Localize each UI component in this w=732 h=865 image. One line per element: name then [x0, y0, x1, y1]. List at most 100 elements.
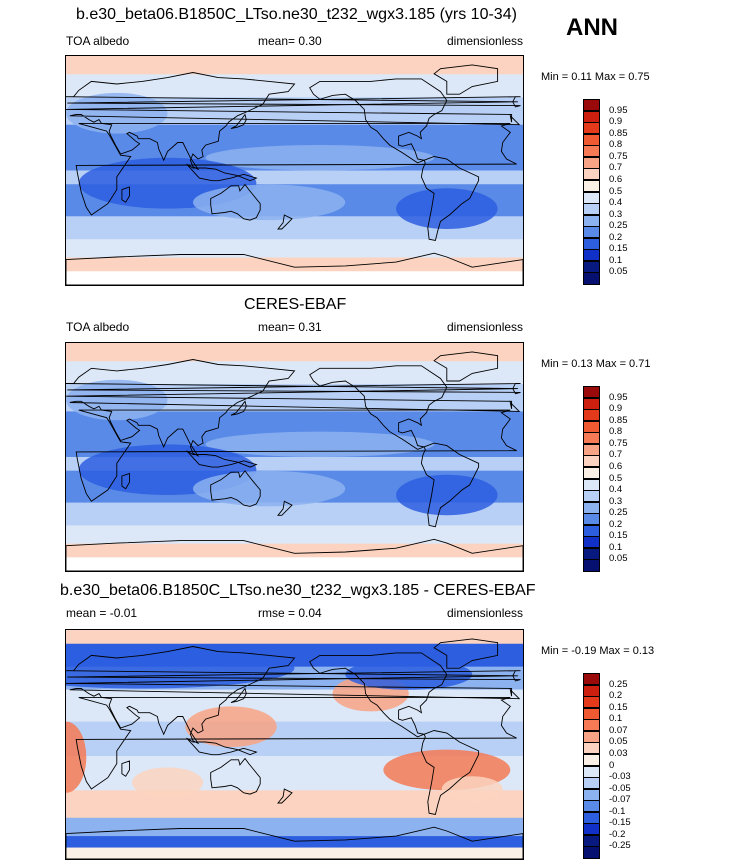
panel1-colorbar-swatch: [583, 237, 600, 250]
panel2-colorbar-tick-label: 0.9: [609, 403, 623, 415]
coastline: [121, 186, 130, 203]
panel1-title: b.e30_beta06.B1850C_LTso.ne30_t232_wgx3.…: [76, 6, 517, 23]
panel2-colorbar-swatch: [583, 559, 600, 572]
field-band: [66, 257, 523, 272]
panel1-colorbar-tick-label: 0.5: [609, 185, 623, 197]
field-band: [66, 543, 523, 558]
coastline: [277, 500, 293, 516]
panel3-colorbar-tick-label: 0.05: [609, 736, 628, 748]
panel2-colorbar-swatch: [583, 547, 600, 560]
panel1-colorbar-swatch: [583, 226, 600, 239]
panel3-colorbar-swatch: [583, 673, 600, 686]
panel1-colorbar-tick-label: 0.9: [609, 116, 623, 128]
panel3-colorbar-tick-label: -0.25: [609, 840, 631, 852]
panel1-colorbar-swatch: [583, 249, 600, 262]
coastline: [67, 96, 521, 108]
panel2-colorbar-tick-label: 0.8: [609, 426, 623, 438]
coastline: [230, 687, 247, 703]
panel1-colorbar-swatch: [583, 168, 600, 181]
panel3-colorbar-swatch: [583, 742, 600, 755]
panel2-colorbar-tick-label: 0.7: [609, 449, 623, 461]
panel1-colorbar-tick-label: 0.4: [609, 197, 623, 209]
field-band: [66, 502, 523, 526]
panel2-colorbar-swatch: [583, 420, 600, 433]
field-feature: [66, 379, 168, 421]
panel1-min-max: Min = 0.11 Max = 0.75: [541, 71, 650, 83]
field-feature: [446, 411, 523, 452]
panel3-colorbar-tick-label: 0.1: [609, 713, 623, 725]
panel2-map-svg: [66, 343, 523, 571]
panel1-colorbar-tick-label: 0.6: [609, 173, 623, 185]
panel2-colorbar-swatch: [583, 432, 600, 445]
panel2-colorbar-tick-label: 0.5: [609, 472, 623, 484]
season-label: ANN: [566, 14, 618, 41]
panel3-map-svg: [66, 630, 523, 859]
panel2-colorbar-swatch: [583, 524, 600, 537]
field-band: [66, 557, 523, 571]
panel3-colorbar-tick-label: 0.03: [609, 747, 628, 759]
coastline: [433, 638, 499, 669]
coastline: [210, 757, 261, 795]
coastline: [66, 538, 523, 571]
coastline: [121, 472, 130, 490]
panel3-min-max: Min = -0.19 Max = 0.13: [541, 645, 655, 657]
panel3-colorbar-swatch: [583, 684, 600, 697]
panel3-colorbar-tick-label: 0.15: [609, 701, 628, 713]
coastline: [121, 760, 130, 777]
panel1-colorbar: 0.95 0.9 0.85 0.8 0.75 0.7 0.6 0.5 0.4 0.3 0.25 0.2…: [583, 99, 643, 285]
panel3-units-label: dimensionless: [447, 606, 524, 620]
field-feature: [66, 92, 168, 134]
coastline: [420, 442, 480, 528]
panel2-colorbar-tick-label: 0.15: [609, 530, 628, 542]
field-band: [66, 689, 523, 723]
coastline: [230, 113, 247, 129]
coastline: [420, 730, 480, 816]
panel1-colorbar-tick-label: 0.95: [609, 104, 628, 116]
panel2-colorbar-tick-label: 0.75: [609, 437, 628, 449]
panel3-colorbar-swatch: [583, 788, 600, 801]
field-feature: [192, 184, 346, 221]
panel2-colorbar: 0.95 0.9 0.85 0.8 0.75 0.7 0.6 0.5 0.4 0.3 0.25 0.2…: [583, 386, 643, 572]
panel1-variable-label: TOA albedo: [66, 34, 130, 48]
panel3-colorbar-swatch: [583, 800, 600, 813]
panel1-colorbar-tick-label: 0.25: [609, 220, 628, 232]
coastline: [66, 646, 521, 745]
field-band: [66, 630, 523, 645]
field-feature: [396, 474, 498, 516]
panel1-colorbar-swatch: [583, 203, 600, 216]
coastline: [186, 450, 258, 468]
coastline: [230, 400, 247, 416]
panel1-colorbar-tick-label: 0.3: [609, 208, 623, 220]
field-band: [66, 836, 523, 849]
panel2-colorbar-tick-label: 0.1: [609, 541, 623, 553]
field-band: [66, 239, 523, 259]
panel2-title: CERES-EBAF: [244, 296, 347, 313]
panel2-mean-label: mean= 0.31: [258, 320, 322, 334]
panel3-colorbar-swatch: [583, 753, 600, 766]
panel2-colorbar-swatch: [583, 397, 600, 410]
panel2-colorbar-swatch: [583, 513, 600, 526]
panel3-colorbar-tick-label: 0: [609, 759, 615, 771]
panel1-colorbar-swatch: [583, 122, 600, 135]
field-feature: [205, 431, 435, 457]
panel3-colorbar-swatch: [583, 730, 600, 743]
panel1-colorbar-swatch: [583, 260, 600, 273]
panel1-units-label: dimensionless: [447, 34, 524, 48]
panel3-colorbar-swatch: [583, 811, 600, 824]
panel1-colorbar-tick-label: 0.8: [609, 139, 623, 151]
panel2-colorbar-swatch: [583, 536, 600, 549]
panel3-colorbar-tick-label: 0.2: [609, 690, 623, 702]
panel1-colorbar-swatch: [583, 179, 600, 192]
panel1-colorbar-swatch: [583, 145, 600, 158]
panel3-colorbar-swatch: [583, 719, 600, 732]
field-feature: [185, 706, 277, 748]
field-feature: [441, 776, 503, 802]
panel2-colorbar-swatch: [583, 478, 600, 491]
panel3-mean-label: mean = -0.01: [66, 606, 138, 620]
panel1-colorbar-swatch: [583, 156, 600, 169]
panel3-colorbar-tick-label: -0.07: [609, 794, 631, 806]
panel2-colorbar-tick-label: 0.05: [609, 553, 628, 565]
field-feature: [132, 767, 204, 798]
panel2-colorbar-tick-label: 0.2: [609, 518, 623, 530]
panel3-colorbar-swatch: [583, 823, 600, 836]
